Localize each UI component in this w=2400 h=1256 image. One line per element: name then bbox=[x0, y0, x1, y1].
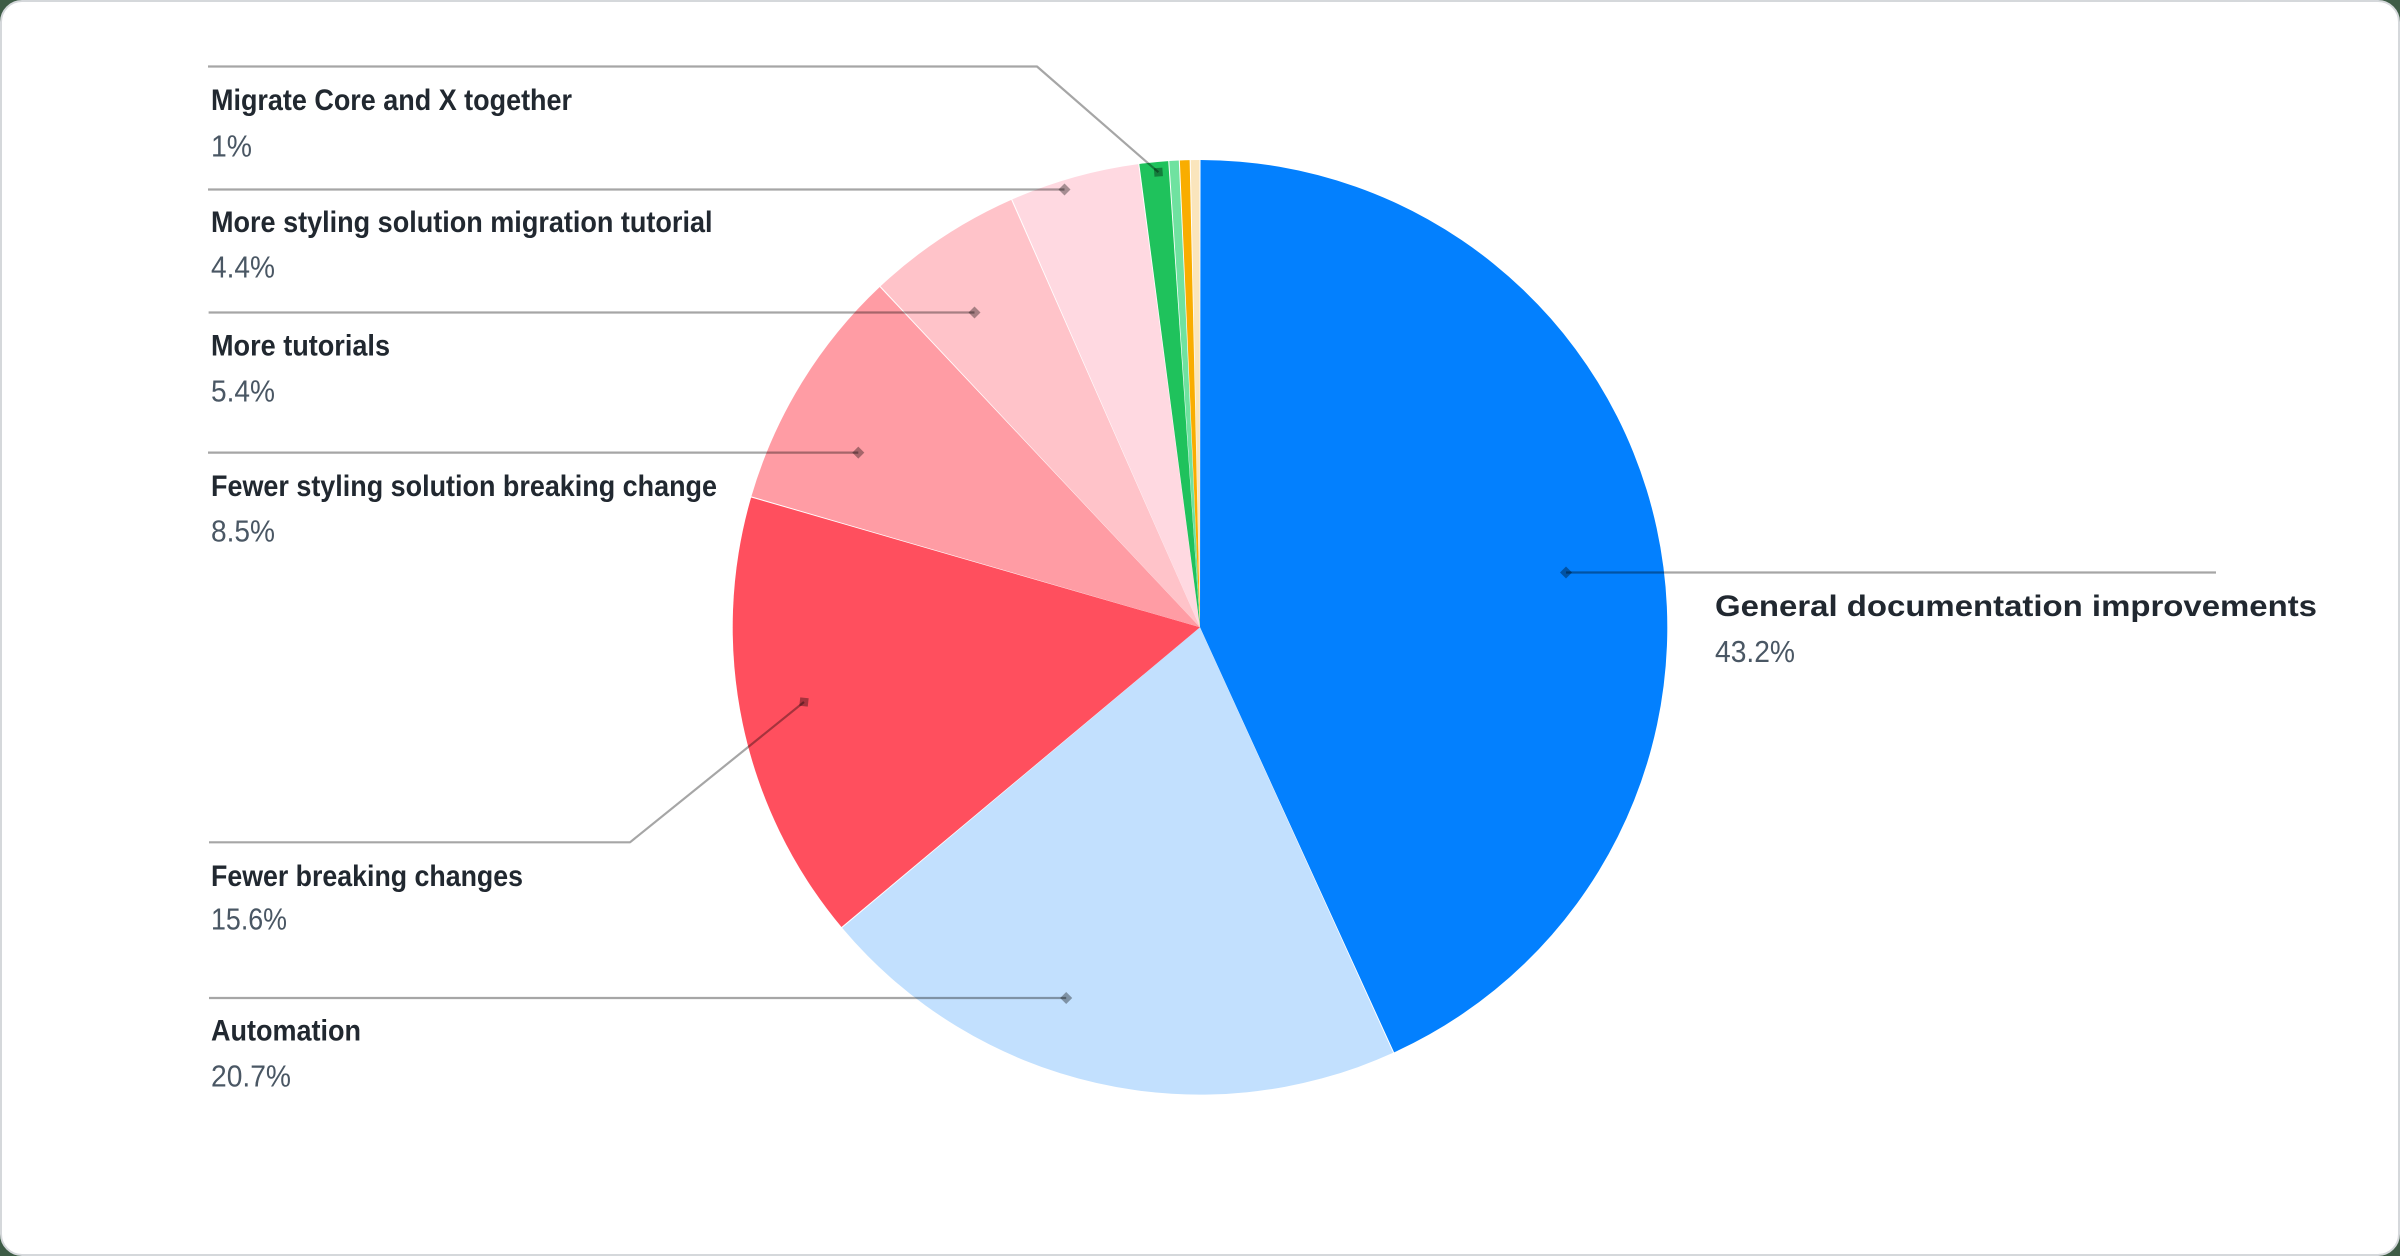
svg-text:Fewer breaking changes: Fewer breaking changes bbox=[211, 860, 523, 893]
svg-text:More tutorials: More tutorials bbox=[211, 329, 390, 362]
svg-text:5.4%: 5.4% bbox=[211, 375, 275, 409]
svg-text:Automation: Automation bbox=[211, 1014, 361, 1047]
svg-text:20.7%: 20.7% bbox=[211, 1059, 291, 1093]
svg-text:More styling solution migratio: More styling solution migration tutorial bbox=[211, 206, 713, 239]
svg-text:Fewer styling solution breakin: Fewer styling solution breaking change bbox=[211, 470, 717, 503]
svg-text:15.6%: 15.6% bbox=[211, 902, 287, 936]
svg-text:8.5%: 8.5% bbox=[211, 515, 275, 549]
svg-text:4.4%: 4.4% bbox=[211, 251, 275, 285]
svg-text:43.2%: 43.2% bbox=[1715, 635, 1795, 669]
svg-text:Migrate Core and X together: Migrate Core and X together bbox=[211, 84, 572, 117]
svg-text:General documentation improvem: General documentation improvements bbox=[1715, 590, 2317, 623]
svg-text:1%: 1% bbox=[211, 130, 252, 164]
